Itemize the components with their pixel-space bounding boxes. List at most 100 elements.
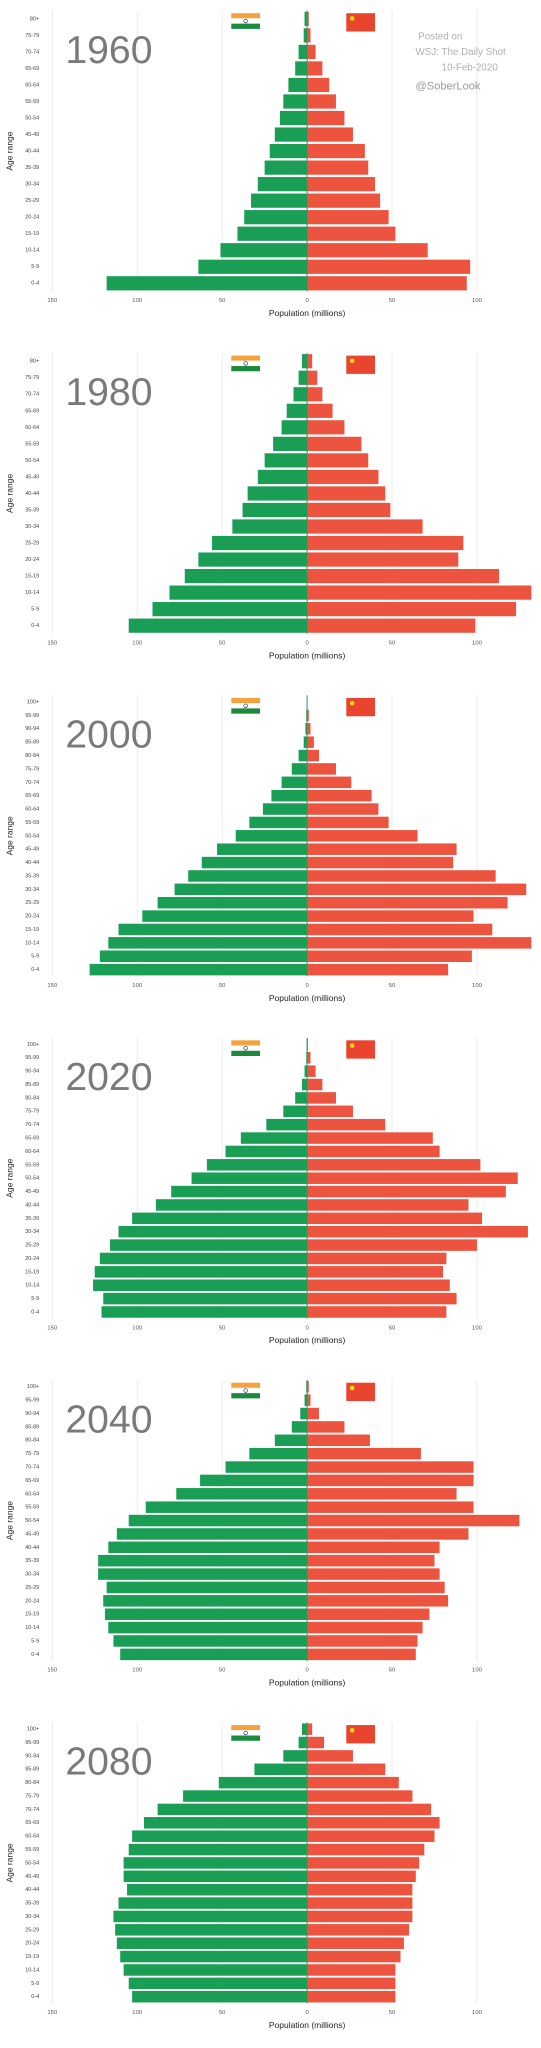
bar — [307, 1736, 325, 1749]
y-tick-label: 55-59 — [25, 1505, 39, 1511]
y-tick-label: 45-49 — [25, 132, 39, 138]
y-tick-label: 75-79 — [25, 33, 39, 39]
bar — [307, 870, 496, 882]
bar — [200, 1474, 308, 1487]
y-tick-label: 70-74 — [25, 1122, 39, 1128]
bar — [307, 1568, 440, 1580]
bar — [307, 160, 369, 175]
bar — [307, 1038, 308, 1051]
y-tick-label: 80+ — [30, 16, 39, 22]
y-tick-label: 55-59 — [25, 1847, 39, 1853]
bar — [104, 1608, 308, 1620]
bar — [307, 803, 379, 815]
flag-china — [346, 355, 376, 374]
x-tick-label: 0 — [305, 641, 309, 647]
bar — [307, 28, 311, 43]
bar — [128, 1514, 308, 1527]
y-tick-label: 45-49 — [25, 847, 39, 853]
bar — [307, 1910, 413, 1923]
bar — [307, 535, 464, 551]
bar — [171, 1185, 308, 1198]
bar — [211, 535, 308, 551]
bar — [242, 502, 308, 518]
y-tick-label: 55-59 — [25, 99, 39, 105]
y-tick-label: 70-74 — [25, 1807, 39, 1813]
bar — [307, 1595, 449, 1607]
y-tick-label: 60-64 — [25, 82, 39, 88]
bar — [307, 94, 336, 109]
bar — [307, 44, 316, 60]
y-tick-label: 25-29 — [25, 900, 39, 906]
bar — [307, 1514, 520, 1527]
bar — [247, 486, 308, 501]
bar — [307, 354, 313, 369]
bar — [307, 1817, 440, 1829]
bar — [132, 1990, 308, 2003]
bar — [307, 420, 345, 435]
bar — [128, 618, 308, 633]
y-tick-label: 30-34 — [25, 1914, 39, 1920]
bar — [307, 1528, 469, 1540]
bar — [307, 1145, 440, 1158]
bar — [307, 243, 428, 258]
y-tick-label: 85-89 — [25, 1424, 39, 1430]
bar — [301, 354, 308, 369]
y-tick-label: 50-54 — [25, 1860, 39, 1866]
y-tick-label: 65-69 — [25, 408, 39, 414]
y-tick-label: 30-34 — [25, 1229, 39, 1235]
bar — [269, 143, 308, 159]
bar — [303, 736, 308, 748]
bar — [244, 210, 308, 225]
x-tick-label: 150 — [47, 298, 58, 304]
bar — [307, 1883, 413, 1896]
bar — [307, 816, 389, 829]
y-tick-label: 0-4 — [31, 1652, 39, 1658]
bar — [307, 776, 352, 789]
y-tick-label: 25-29 — [25, 540, 39, 546]
x-axis-label: Population (millions) — [269, 308, 346, 318]
bar — [298, 44, 308, 60]
bar — [184, 568, 308, 584]
y-tick-label: 20-24 — [25, 1256, 39, 1262]
y-tick-label: 0-4 — [31, 1994, 39, 2000]
bar — [94, 1266, 308, 1278]
x-tick-label: 0 — [305, 1325, 309, 1331]
bar — [307, 1266, 443, 1278]
bar — [307, 552, 459, 567]
bar — [304, 11, 308, 26]
bar — [118, 923, 308, 936]
bar — [307, 1306, 447, 1318]
bar — [271, 789, 308, 802]
y-tick-label: 75-79 — [25, 1794, 39, 1800]
y-tick-label: 60-64 — [25, 1149, 39, 1155]
y-tick-label: 65-69 — [25, 1820, 39, 1826]
flag-china — [349, 1385, 355, 1391]
bar — [307, 883, 527, 896]
bar — [155, 1199, 308, 1211]
flag-india — [231, 1050, 261, 1057]
chart-title: 2020 — [65, 1056, 152, 1099]
bar — [286, 403, 308, 418]
y-tick-label: 85-89 — [25, 740, 39, 746]
bar — [307, 1407, 319, 1420]
flag-india — [243, 703, 248, 708]
bar — [293, 387, 308, 402]
x-tick-label: 100 — [472, 298, 483, 304]
y-tick-label: 70-74 — [25, 392, 39, 398]
bar — [198, 259, 308, 274]
bar — [174, 883, 308, 896]
bar — [307, 709, 309, 722]
bar — [307, 950, 472, 962]
y-tick-label: 10-14 — [25, 1625, 39, 1631]
bar — [169, 585, 308, 600]
y-axis-label: Age range — [5, 1843, 15, 1882]
bar — [307, 127, 353, 142]
bar — [218, 1776, 308, 1789]
flag-india — [243, 361, 248, 366]
bar — [307, 1776, 399, 1789]
x-tick-label: 50 — [389, 298, 396, 304]
bar — [307, 1723, 313, 1735]
x-tick-label: 50 — [219, 641, 226, 647]
bar — [99, 1252, 308, 1265]
bar — [264, 453, 308, 468]
